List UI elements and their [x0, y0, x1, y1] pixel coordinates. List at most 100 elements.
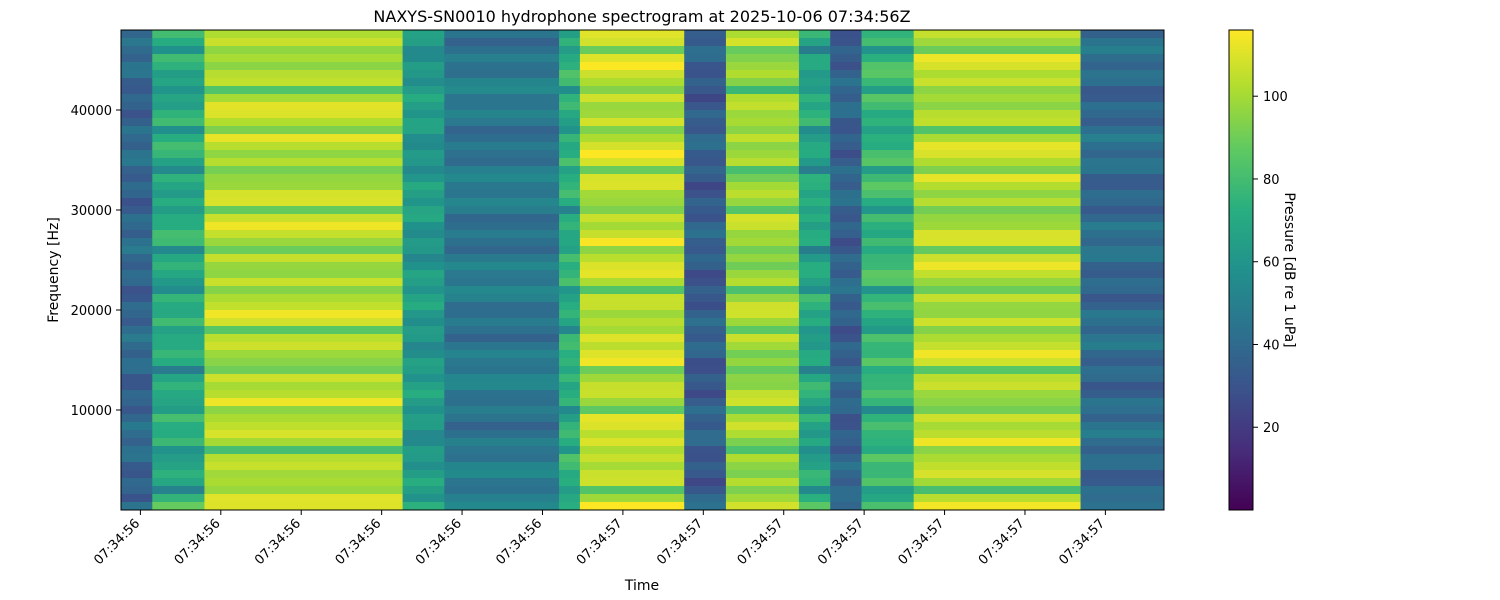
- spectrogram-cell: [830, 46, 863, 55]
- spectrogram-cell: [204, 86, 404, 95]
- spectrogram-cell: [861, 246, 915, 255]
- spectrogram-cell: [402, 70, 445, 79]
- spectrogram-cell: [725, 310, 800, 319]
- spectrogram-cell: [913, 206, 1082, 215]
- spectrogram-cell: [121, 302, 153, 311]
- spectrogram-cell: [152, 230, 206, 239]
- spectrogram-cell: [204, 110, 404, 119]
- spectrogram-cell: [798, 46, 831, 55]
- spectrogram-cell: [798, 38, 831, 47]
- spectrogram-cell: [798, 310, 831, 319]
- spectrogram-cell: [152, 262, 206, 271]
- spectrogram-cell: [830, 30, 863, 39]
- spectrogram-cell: [152, 54, 206, 63]
- spectrogram-cell: [121, 70, 153, 79]
- spectrogram-cell: [152, 46, 206, 55]
- spectrogram-cell: [579, 238, 685, 247]
- spectrogram-cell: [830, 494, 863, 503]
- spectrogram-cell: [152, 342, 206, 351]
- spectrogram-cell: [798, 206, 831, 215]
- spectrogram-cell: [1080, 462, 1164, 471]
- spectrogram-cell: [402, 86, 445, 95]
- spectrogram-cell: [684, 174, 727, 183]
- spectrogram-cell: [121, 158, 153, 167]
- spectrogram-cell: [1080, 262, 1164, 271]
- spectrogram-cell: [798, 166, 831, 175]
- spectrogram-cell: [559, 166, 581, 175]
- spectrogram-cell: [1080, 478, 1164, 487]
- spectrogram-cell: [1080, 414, 1164, 423]
- spectrogram-cell: [402, 142, 445, 151]
- spectrogram-cell: [121, 374, 153, 383]
- spectrogram-cell: [913, 358, 1082, 367]
- spectrogram-cell: [121, 46, 153, 55]
- spectrogram-cell: [402, 222, 445, 231]
- spectrogram-cell: [579, 334, 685, 343]
- spectrogram-cell: [861, 374, 915, 383]
- spectrogram-cell: [861, 390, 915, 399]
- spectrogram-cell: [725, 110, 800, 119]
- spectrogram-cell: [444, 414, 560, 423]
- spectrogram-cell: [798, 438, 831, 447]
- spectrogram-cell: [559, 126, 581, 135]
- spectrogram-cell: [579, 190, 685, 199]
- spectrogram-cell: [861, 270, 915, 279]
- x-tick-label: 07:34:57: [654, 516, 706, 568]
- spectrogram-cell: [402, 374, 445, 383]
- spectrogram-cell: [579, 142, 685, 151]
- spectrogram-cell: [913, 230, 1082, 239]
- spectrogram-cell: [830, 190, 863, 199]
- spectrogram-cell: [444, 142, 560, 151]
- spectrogram-cell: [830, 342, 863, 351]
- spectrogram-cell: [402, 294, 445, 303]
- spectrogram-cell: [121, 350, 153, 359]
- spectrogram-cell: [830, 214, 863, 223]
- spectrogram-cell: [444, 270, 560, 279]
- spectrogram-cell: [1080, 406, 1164, 415]
- spectrogram-cell: [861, 206, 915, 215]
- spectrogram-cell: [913, 150, 1082, 159]
- spectrogram-cell: [913, 398, 1082, 407]
- spectrogram-cell: [684, 302, 727, 311]
- spectrogram-cell: [725, 422, 800, 431]
- spectrogram-cell: [444, 238, 560, 247]
- spectrogram-cell: [861, 486, 915, 495]
- spectrogram-cell: [444, 342, 560, 351]
- spectrogram-cell: [684, 318, 727, 327]
- spectrogram-cell: [444, 198, 560, 207]
- spectrogram-cell: [204, 462, 404, 471]
- spectrogram-cell: [579, 462, 685, 471]
- spectrogram-cell: [830, 438, 863, 447]
- spectrogram-cell: [204, 158, 404, 167]
- spectrogram-cell: [913, 126, 1082, 135]
- spectrogram-cell: [798, 262, 831, 271]
- time-segment-11: [861, 30, 915, 510]
- spectrogram-cell: [402, 494, 445, 503]
- spectrogram-cell: [861, 422, 915, 431]
- spectrogram-cell: [152, 438, 206, 447]
- spectrogram-cell: [444, 350, 560, 359]
- spectrogram-cell: [913, 302, 1082, 311]
- spectrogram-cell: [121, 182, 153, 191]
- spectrogram-cell: [1080, 182, 1164, 191]
- spectrogram-cell: [402, 422, 445, 431]
- spectrogram-cell: [579, 246, 685, 255]
- spectrogram-cell: [204, 478, 404, 487]
- spectrogram-cell: [152, 206, 206, 215]
- spectrogram-cell: [725, 382, 800, 391]
- spectrogram-cell: [444, 190, 560, 199]
- spectrogram-cell: [684, 286, 727, 295]
- spectrogram-cell: [559, 102, 581, 111]
- spectrogram-cell: [830, 454, 863, 463]
- spectrogram-cell: [402, 102, 445, 111]
- spectrogram-cell: [913, 198, 1082, 207]
- spectrogram-cell: [444, 502, 560, 510]
- spectrogram-cell: [798, 366, 831, 375]
- spectrogram-cell: [204, 382, 404, 391]
- spectrogram-cell: [830, 358, 863, 367]
- spectrogram-cell: [725, 190, 800, 199]
- spectrogram-cell: [1080, 54, 1164, 63]
- spectrogram-cell: [121, 398, 153, 407]
- spectrogram-cell: [204, 118, 404, 127]
- spectrogram-cell: [798, 302, 831, 311]
